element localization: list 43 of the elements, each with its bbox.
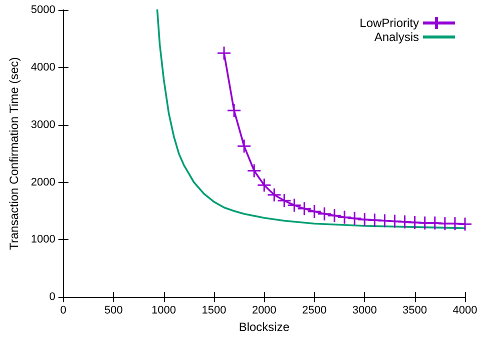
y-tick-label: 0	[49, 291, 56, 304]
x-tick-label: 0	[60, 304, 66, 317]
point	[357, 212, 372, 227]
y-tick-label: 5000	[30, 4, 56, 16]
point	[337, 210, 352, 225]
y-tick-label: 2000	[30, 176, 56, 188]
point	[317, 206, 332, 222]
point	[398, 214, 412, 230]
point	[287, 198, 302, 212]
point	[246, 164, 262, 178]
point	[327, 208, 342, 223]
x-tick-label: 2000	[252, 304, 276, 317]
x-tick-label: 500	[104, 304, 123, 317]
point	[277, 193, 292, 208]
legend-label: Analysis	[374, 30, 419, 44]
x-axis-title: Blocksize	[238, 320, 290, 334]
point	[408, 215, 422, 230]
point	[297, 201, 312, 216]
y-axis-title: Transaction Confirmation Time (sec)	[7, 57, 21, 250]
x-tick-label: 1500	[202, 304, 226, 317]
point	[448, 216, 462, 231]
point	[367, 212, 382, 228]
point	[236, 138, 252, 154]
y-tick-label: 1000	[30, 234, 56, 246]
point	[387, 214, 402, 229]
x-tick-label: 4000	[452, 304, 478, 317]
point	[266, 188, 282, 202]
x-tick-label: 2500	[302, 304, 327, 317]
point	[256, 178, 272, 192]
x-tick-label: 3000	[352, 304, 377, 317]
line-series	[156, 9, 466, 230]
point	[377, 213, 392, 228]
point	[428, 216, 442, 230]
x-tick-label: 1000	[152, 304, 176, 317]
legend-label: LowPriority	[360, 16, 419, 30]
point	[347, 211, 362, 226]
y-tick-label: 3000	[30, 118, 56, 131]
point	[307, 204, 322, 219]
point	[226, 103, 242, 118]
point	[216, 46, 232, 60]
point	[458, 216, 472, 232]
x-tick-label: 3500	[402, 304, 428, 317]
y-tick-label: 4000	[30, 61, 56, 74]
